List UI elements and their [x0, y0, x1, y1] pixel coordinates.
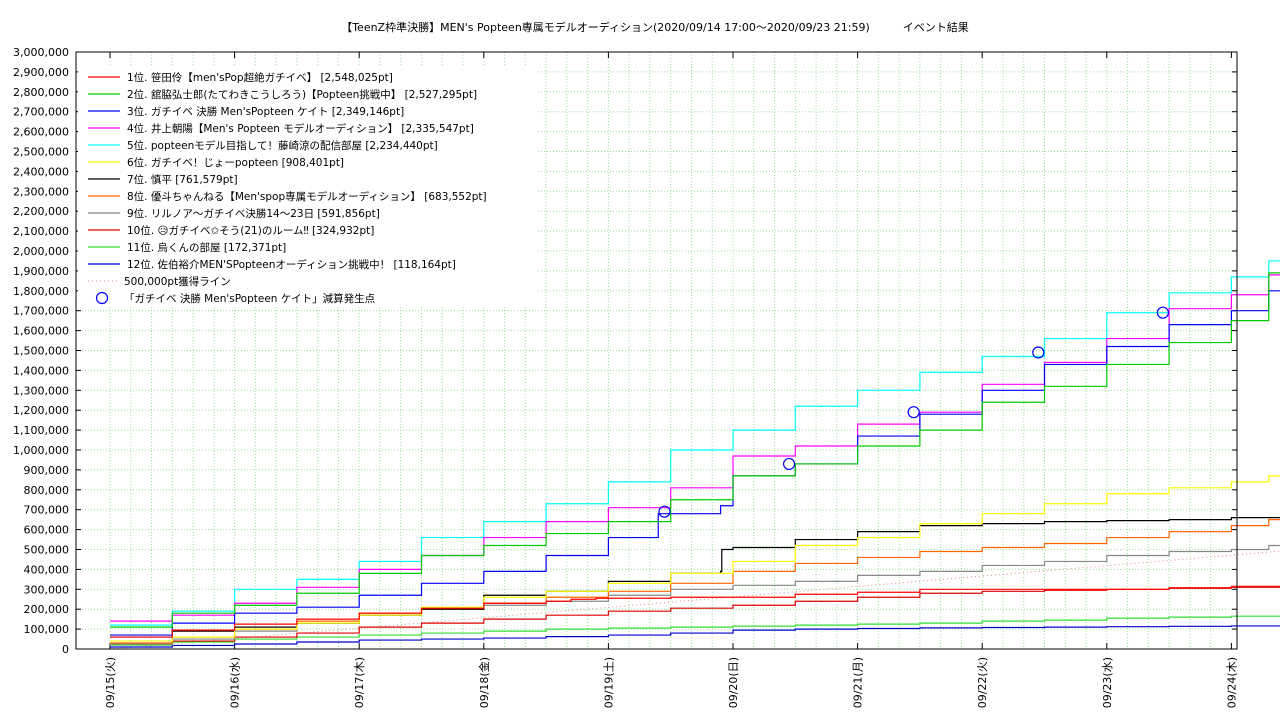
deduction-marker	[1032, 346, 1045, 359]
y-tick-label: 1,800,000	[13, 285, 69, 298]
y-tick-label: 700,000	[24, 504, 70, 517]
deduction-marker	[782, 457, 796, 471]
y-tick-label: 2,500,000	[13, 146, 69, 159]
legend-label: 11位. 烏くんの部屋 [172,371pt]	[127, 241, 286, 254]
x-tick-label: 09/20(日)	[727, 657, 740, 708]
x-tick-label: 09/19(土)	[602, 657, 615, 708]
y-tick-label: 100,000	[24, 623, 70, 636]
legend-label: 1位. 笹田伶【men'sPop超絶ガチイベ】 [2,548,025pt]	[127, 71, 393, 84]
series-line	[110, 625, 1280, 648]
y-tick-label: 300,000	[24, 583, 70, 596]
x-tick-label: 09/15(火)	[104, 657, 117, 708]
legend-label: 4位. 井上朝陽【Men's Popteen モデルオーディション】 [2,33…	[127, 122, 474, 135]
x-tick-label: 09/16(水)	[229, 657, 242, 708]
y-tick-label: 1,400,000	[13, 364, 69, 377]
legend-label: 6位. ガチイベ！じょーpopteen [908,401pt]	[127, 156, 344, 169]
series-line	[110, 475, 1280, 642]
x-axis: 09/15(火) 09/16(水) 09/17(木) 09/18(金) 09/19(土)…	[104, 52, 1238, 708]
legend-background	[78, 66, 538, 306]
y-tick-label: 2,200,000	[13, 205, 69, 218]
y-tick-label: 1,200,000	[13, 404, 69, 417]
y-tick-label: 2,600,000	[13, 126, 69, 139]
legend-label: 8位. 優斗ちゃんねる【Men'spop専属モデルオーディション】 [683,5…	[127, 190, 487, 203]
y-tick-label: 2,800,000	[13, 86, 69, 99]
legend: 1位. 笹田伶【men'sPop超絶ガチイベ】 [2,548,025pt] 2位.…	[78, 66, 538, 306]
y-tick-label: 900,000	[24, 464, 70, 477]
x-tick-label: 09/24(木)	[1225, 657, 1238, 708]
y-tick-label: 2,000,000	[13, 245, 69, 258]
plot-frame	[75, 51, 1238, 650]
y-tick-label: 1,600,000	[13, 325, 69, 338]
legend-label: 2位. 舘脇弘士郎(たてわきこうしろう)【Popteen挑戦中】 [2,527,…	[127, 88, 477, 101]
deduction-marker	[658, 505, 671, 518]
y-tick-label: 800,000	[24, 484, 70, 497]
x-tick-label: 09/22(火)	[976, 657, 989, 708]
deduction-marker	[907, 406, 920, 419]
y-tick-label: 2,700,000	[13, 106, 69, 119]
y-tick-label: 2,400,000	[13, 165, 69, 178]
legend-label: 7位. 慎平 [761,579pt]	[127, 173, 238, 186]
y-tick-label: 0	[62, 643, 69, 656]
legend-label: 「ガチイベ 決勝 Men'sPopteen ケイト」減算発生点	[124, 292, 375, 305]
series-line	[110, 517, 1280, 638]
x-tick-label: 09/21(月)	[852, 657, 865, 708]
x-tick-label: 09/23(水)	[1101, 657, 1114, 708]
legend-label: 10位. 😥ガチイベ✩そう(21)のルーム‼ [324,932pt]	[127, 224, 374, 237]
chart-title: 【TeenZ枠準決勝】MEN's Popteen専属モデルオーディション(202…	[341, 20, 969, 34]
legend-label: 9位. リルノア～ガチイベ決勝14～23日 [591,856pt]	[127, 207, 380, 220]
y-tick-label: 600,000	[24, 524, 70, 537]
series-line	[110, 272, 1280, 628]
series-line	[110, 585, 1280, 638]
y-tick-label: 200,000	[24, 603, 70, 616]
y-tick-label: 2,100,000	[13, 225, 69, 238]
series-line	[110, 615, 1280, 646]
y-tick-label: 1,300,000	[13, 384, 69, 397]
x-tick-label: 09/17(木)	[353, 657, 366, 708]
legend-label: 500,000pt獲得ライン	[124, 275, 231, 288]
legend-label: 12位. 佐伯裕介MEN'SPopteenオーディション挑戦中！ [118,16…	[127, 258, 456, 271]
legend-label: 3位. ガチイベ 決勝 Men'sPopteen ケイト [2,349,146p…	[127, 105, 404, 118]
legend-label: 5位. popteenモデル目指して！藤崎涼の配信部屋 [2,234,440pt…	[127, 139, 438, 152]
y-tick-label: 1,700,000	[13, 305, 69, 318]
deduction-marker	[1156, 306, 1169, 319]
x-tick-label: 09/18(金)	[477, 657, 491, 708]
y-tick-label: 400,000	[24, 563, 70, 576]
y-tick-label: 1,100,000	[13, 424, 69, 437]
y-tick-label: 3,000,000	[13, 46, 69, 59]
y-axis: 0 100,000 200,000 300,000 400,000 500,000 600,…	[13, 46, 1237, 656]
y-tick-label: 2,900,000	[13, 66, 69, 79]
y-tick-label: 500,000	[24, 544, 70, 557]
y-tick-label: 1,000,000	[13, 444, 69, 457]
series-lines	[109, 260, 1280, 650]
series-line	[110, 586, 1280, 645]
y-tick-label: 1,500,000	[13, 345, 69, 358]
reference-line	[109, 550, 1280, 650]
y-tick-label: 1,900,000	[13, 265, 69, 278]
legend-marker	[95, 291, 109, 305]
y-tick-label: 2,300,000	[13, 185, 69, 198]
